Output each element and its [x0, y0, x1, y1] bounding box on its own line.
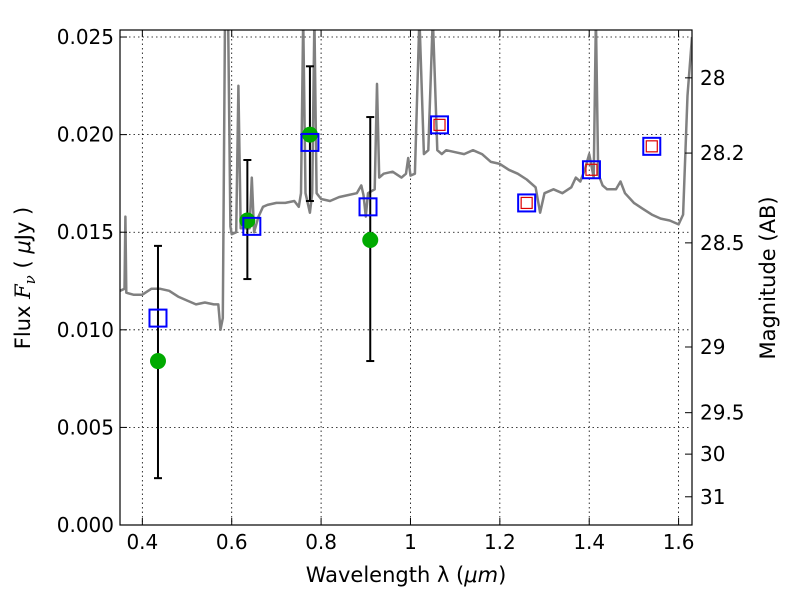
y-tick-label: 0.015	[57, 220, 114, 244]
grid	[120, 30, 692, 525]
x-tick-label: 0.6	[216, 530, 248, 554]
model-point-blue	[242, 216, 262, 236]
y-tick-label: 0.020	[57, 123, 114, 147]
y-tick-label: 0.005	[57, 415, 114, 439]
model-point-blue	[430, 115, 450, 135]
observed-points	[149, 126, 379, 370]
model-point-red	[585, 163, 598, 176]
y-axis-label: Flux Fν ( μJy )	[11, 207, 39, 349]
model-point-blue	[148, 308, 168, 328]
observed-point	[362, 232, 379, 249]
model-point-red	[433, 118, 446, 131]
model-point-blue	[581, 160, 601, 180]
right-tick-label: 28	[700, 66, 725, 90]
model-point-blue	[642, 136, 662, 156]
right-tick-label: 28.2	[700, 141, 745, 165]
plot-frame	[119, 29, 693, 526]
model-point-blue	[300, 132, 320, 152]
x-tick-label: 1.2	[484, 530, 516, 554]
model-points-blue	[148, 115, 662, 328]
model-point-blue	[358, 197, 378, 217]
observed-point	[149, 353, 166, 370]
model-point-red	[645, 140, 658, 153]
x-tick-label: 1	[404, 530, 417, 554]
y-tick-label: 0.000	[57, 513, 114, 537]
error-bars	[153, 65, 375, 480]
model-point-red	[520, 196, 533, 210]
y-tick-label: 0.010	[57, 318, 114, 342]
ticks	[120, 30, 692, 526]
right-tick-label: 30	[700, 442, 725, 466]
right-tick-label: 28.5	[700, 231, 745, 255]
x-tick-label: 1.6	[663, 530, 695, 554]
x-tick-label: 0.4	[126, 530, 158, 554]
model-point-blue	[517, 193, 537, 213]
y-tick-label: 0.025	[57, 25, 114, 49]
x-tick-label: 0.8	[305, 530, 337, 554]
x-axis-label: Wavelength λ (μm)	[306, 563, 507, 587]
model-points-red	[433, 118, 658, 210]
template-spectrum	[120, 30, 692, 332]
right-tick-label: 29	[700, 335, 725, 359]
right-tick-label: 31	[700, 485, 725, 509]
x-tick-label: 1.4	[573, 530, 605, 554]
right-axis-label: Magnitude (AB)	[756, 196, 780, 359]
y-tick-labels: 0.000 0.005 0.010 0.015 0.020 0.025	[57, 25, 114, 537]
observed-point	[239, 212, 256, 229]
right-tick-label: 29.5	[700, 401, 745, 425]
right-tick-labels: 28 28.2 28.5 29 29.5 30 31	[700, 66, 745, 509]
x-tick-labels: 0.4 0.6 0.8 1 1.2 1.4 1.6	[126, 530, 694, 554]
spectrum-line	[120, 30, 692, 332]
